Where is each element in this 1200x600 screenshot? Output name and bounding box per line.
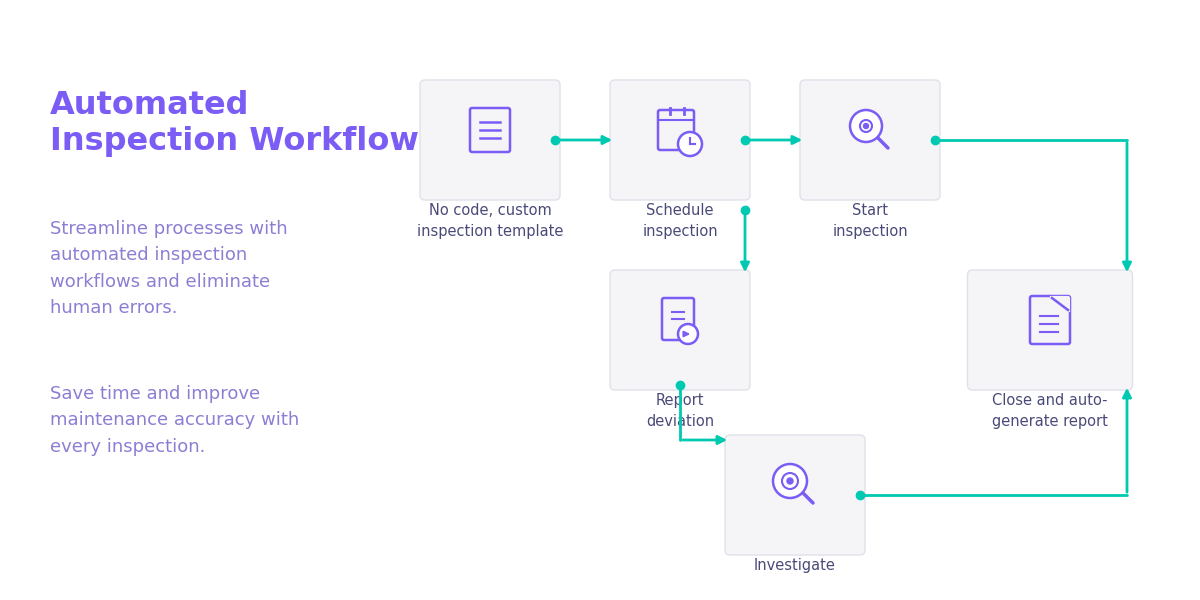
Text: Start
inspection: Start inspection xyxy=(832,203,908,239)
Text: Inspection Workflow: Inspection Workflow xyxy=(50,126,419,157)
FancyBboxPatch shape xyxy=(800,80,940,200)
FancyBboxPatch shape xyxy=(967,270,1133,390)
FancyBboxPatch shape xyxy=(725,435,865,555)
Text: Schedule
inspection: Schedule inspection xyxy=(642,203,718,239)
FancyBboxPatch shape xyxy=(420,80,560,200)
Circle shape xyxy=(787,478,793,484)
Circle shape xyxy=(678,132,702,156)
Circle shape xyxy=(860,120,872,132)
Text: Save time and improve
maintenance accuracy with
every inspection.: Save time and improve maintenance accura… xyxy=(50,385,299,456)
Text: Report
deviation: Report deviation xyxy=(646,393,714,429)
FancyBboxPatch shape xyxy=(610,270,750,390)
Text: Investigate: Investigate xyxy=(754,558,836,573)
Circle shape xyxy=(864,124,869,128)
Circle shape xyxy=(773,464,808,498)
Text: Automated: Automated xyxy=(50,90,250,121)
FancyBboxPatch shape xyxy=(610,80,750,200)
Circle shape xyxy=(850,110,882,142)
Text: Close and auto-
generate report: Close and auto- generate report xyxy=(992,393,1108,429)
Text: No code, custom
inspection template: No code, custom inspection template xyxy=(416,203,563,239)
Text: Streamline processes with
automated inspection
workflows and eliminate
human err: Streamline processes with automated insp… xyxy=(50,220,288,317)
Circle shape xyxy=(678,324,698,344)
